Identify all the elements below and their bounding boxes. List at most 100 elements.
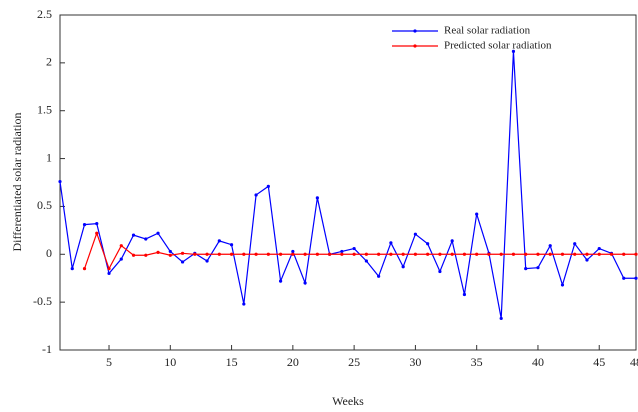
x-tick-label: 40	[532, 355, 544, 369]
point	[499, 316, 503, 321]
point	[401, 265, 405, 269]
x-tick-label: 35	[471, 355, 483, 369]
point	[242, 302, 246, 306]
point	[131, 233, 136, 237]
series-line	[83, 231, 636, 271]
point	[254, 193, 258, 197]
y-tick-label: 0	[46, 246, 52, 260]
legend-label: Real solar radiation	[444, 25, 531, 37]
point	[168, 253, 172, 257]
point	[364, 252, 368, 256]
point	[450, 252, 454, 256]
point	[450, 239, 454, 243]
point	[548, 252, 552, 256]
x-tick-label: 15	[226, 355, 238, 369]
point	[548, 244, 552, 248]
point	[426, 242, 430, 246]
point	[180, 251, 185, 255]
point	[585, 252, 589, 256]
y-tick-label: 2	[46, 55, 52, 69]
point	[573, 242, 577, 246]
point	[609, 252, 614, 256]
point	[622, 252, 626, 256]
point	[229, 252, 234, 256]
point	[58, 179, 62, 184]
x-tick-label: 45	[593, 355, 605, 369]
point	[389, 252, 393, 256]
legend-label: Predicted solar radiation	[444, 40, 552, 52]
point	[119, 244, 123, 248]
point	[254, 252, 258, 256]
x-tick-label: 48	[630, 355, 638, 369]
point	[524, 252, 528, 256]
y-tick-label: 1	[46, 150, 52, 164]
point	[107, 271, 111, 276]
y-axis-label: Differentiated solar radiation	[10, 112, 24, 251]
point	[511, 49, 516, 53]
plot-frame	[59, 14, 637, 351]
point	[475, 212, 479, 216]
point	[364, 259, 368, 263]
point	[229, 243, 234, 247]
point	[597, 252, 601, 256]
point	[303, 252, 307, 256]
point	[168, 249, 172, 254]
series-line	[59, 51, 636, 319]
point	[95, 222, 99, 226]
point	[278, 252, 283, 256]
point	[438, 269, 442, 274]
point	[193, 252, 197, 256]
point	[144, 237, 148, 241]
legend-marker	[413, 44, 417, 48]
point	[144, 253, 148, 257]
x-tick-label: 20	[287, 355, 299, 369]
point	[107, 267, 111, 271]
point	[266, 184, 270, 188]
point	[499, 252, 503, 256]
point	[560, 252, 565, 256]
point	[291, 252, 295, 256]
point	[487, 252, 491, 256]
y-tick-label: -1	[42, 342, 52, 356]
point	[573, 252, 577, 256]
point	[389, 241, 393, 245]
y-tick-label: 2.5	[37, 7, 52, 21]
point	[315, 252, 319, 256]
point	[597, 246, 601, 251]
point	[278, 279, 283, 283]
point	[180, 260, 185, 264]
point	[622, 276, 626, 280]
point	[291, 249, 295, 254]
point	[352, 246, 356, 251]
point	[95, 231, 99, 235]
point	[242, 252, 246, 256]
point	[217, 252, 221, 256]
point	[475, 252, 479, 256]
point	[377, 252, 381, 256]
point	[585, 258, 589, 262]
point	[511, 252, 516, 256]
x-tick-label: 5	[106, 355, 112, 369]
point	[82, 267, 87, 271]
point	[119, 257, 123, 261]
point	[328, 252, 332, 256]
point	[634, 252, 638, 256]
point	[315, 196, 319, 200]
point	[266, 252, 270, 256]
point	[426, 252, 430, 256]
point	[524, 267, 528, 271]
x-axis-label: Weeks	[332, 394, 364, 408]
point	[462, 252, 467, 256]
legend-marker	[413, 29, 417, 33]
point	[217, 239, 221, 243]
point	[377, 274, 381, 278]
point	[536, 266, 540, 270]
point	[634, 276, 638, 280]
point	[156, 231, 160, 235]
point	[156, 250, 160, 254]
point	[560, 283, 565, 287]
point	[438, 252, 442, 256]
point	[462, 292, 467, 297]
y-tick-label: 1.5	[37, 102, 52, 116]
point	[401, 252, 405, 256]
